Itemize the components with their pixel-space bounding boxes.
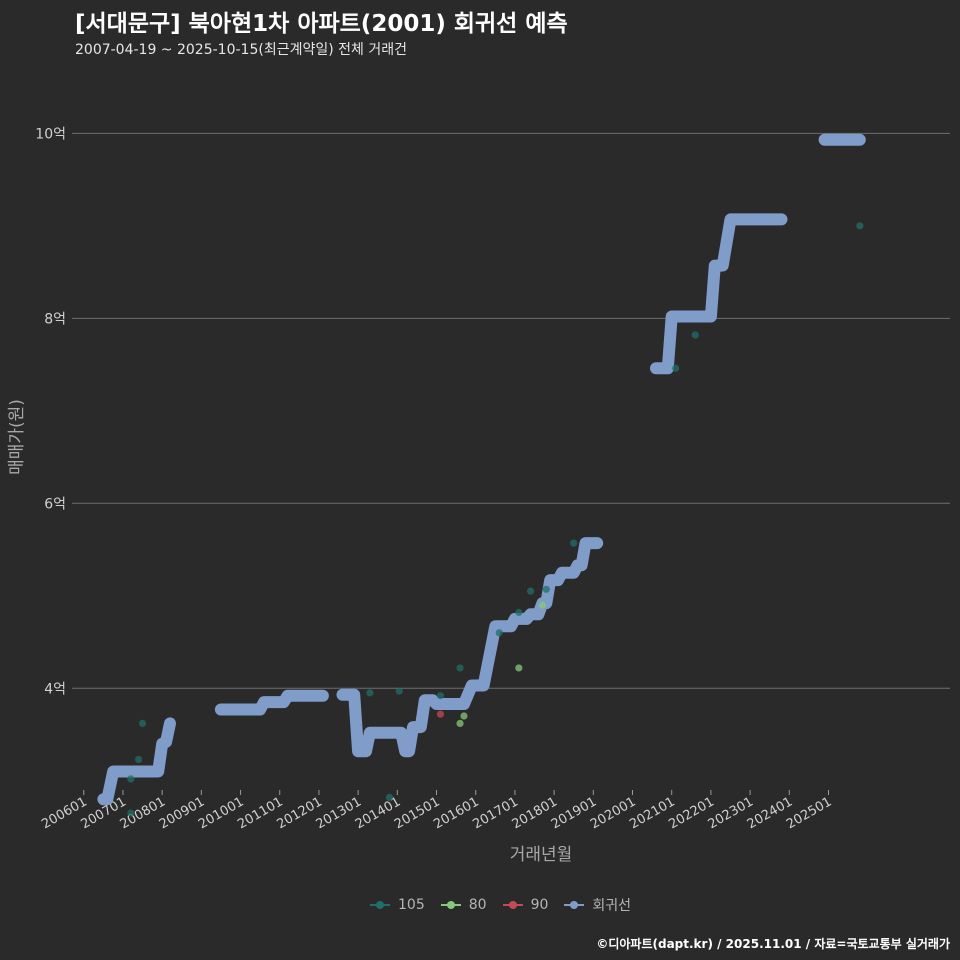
legend-label-105: 105 xyxy=(398,897,425,913)
regression-segment xyxy=(97,717,176,806)
data-point-105 xyxy=(127,775,135,783)
data-point-105 xyxy=(138,719,147,728)
legend: 105 80 90 회귀선 xyxy=(368,895,645,915)
legend-key-90 xyxy=(501,895,525,915)
legend-key-105 xyxy=(368,895,392,915)
legend-item-105: 105 xyxy=(368,895,425,915)
legend-label-80: 80 xyxy=(468,897,487,913)
legend-key-regression xyxy=(562,895,586,915)
data-point-105 xyxy=(672,364,680,372)
legend-key-80 xyxy=(439,895,463,915)
data-point-105 xyxy=(456,664,464,672)
legend-item-90: 90 xyxy=(501,895,549,915)
data-point-105 xyxy=(526,587,535,595)
data-point-105 xyxy=(495,629,503,637)
regression-segment xyxy=(214,689,329,716)
y-axis-title: 매매가(원) xyxy=(7,399,27,475)
y-tick-label: 4억 xyxy=(44,681,66,697)
y-tick-label: 6억 xyxy=(44,496,66,512)
data-point-105 xyxy=(570,539,578,547)
data-point-105 xyxy=(366,689,374,697)
y-tick-label: 10억 xyxy=(35,126,66,142)
data-point-105 xyxy=(135,755,143,764)
data-point-105 xyxy=(385,793,394,801)
data-point-80 xyxy=(456,719,464,728)
data-point-105 xyxy=(856,222,864,230)
y-tick-label: 8억 xyxy=(44,311,66,327)
data-point-80 xyxy=(515,664,523,672)
data-point-105 xyxy=(127,809,135,817)
x-tick-label: 202501 xyxy=(784,794,834,832)
data-point-105 xyxy=(395,687,403,695)
legend-item-80: 80 xyxy=(439,895,487,915)
chart-subtitle: 2007-04-19 ~ 2025-10-15(최근계약일) 전체 거래건 xyxy=(75,42,407,58)
x-axis-title: 거래년월 xyxy=(510,845,573,865)
data-point-80 xyxy=(538,601,546,609)
data-point-105 xyxy=(515,608,523,617)
legend-label-90: 90 xyxy=(530,897,549,913)
data-point-90 xyxy=(436,710,445,718)
data-point-105 xyxy=(691,331,699,339)
regression-segment xyxy=(336,537,604,758)
data-point-105 xyxy=(542,585,550,593)
source-caption: ©디아파트(dapt.kr) / 2025.11.01 / 자료=국토교통부 실… xyxy=(596,937,950,951)
chart-title: [서대문구] 북아현1차 아파트(2001) 회귀선 예측 xyxy=(75,11,568,37)
legend-item-regression: 회귀선 xyxy=(562,895,631,915)
legend-label-regression: 회귀선 xyxy=(592,898,632,914)
data-point-80 xyxy=(460,712,468,720)
regression-segment xyxy=(650,213,788,375)
data-point-105 xyxy=(436,692,445,700)
